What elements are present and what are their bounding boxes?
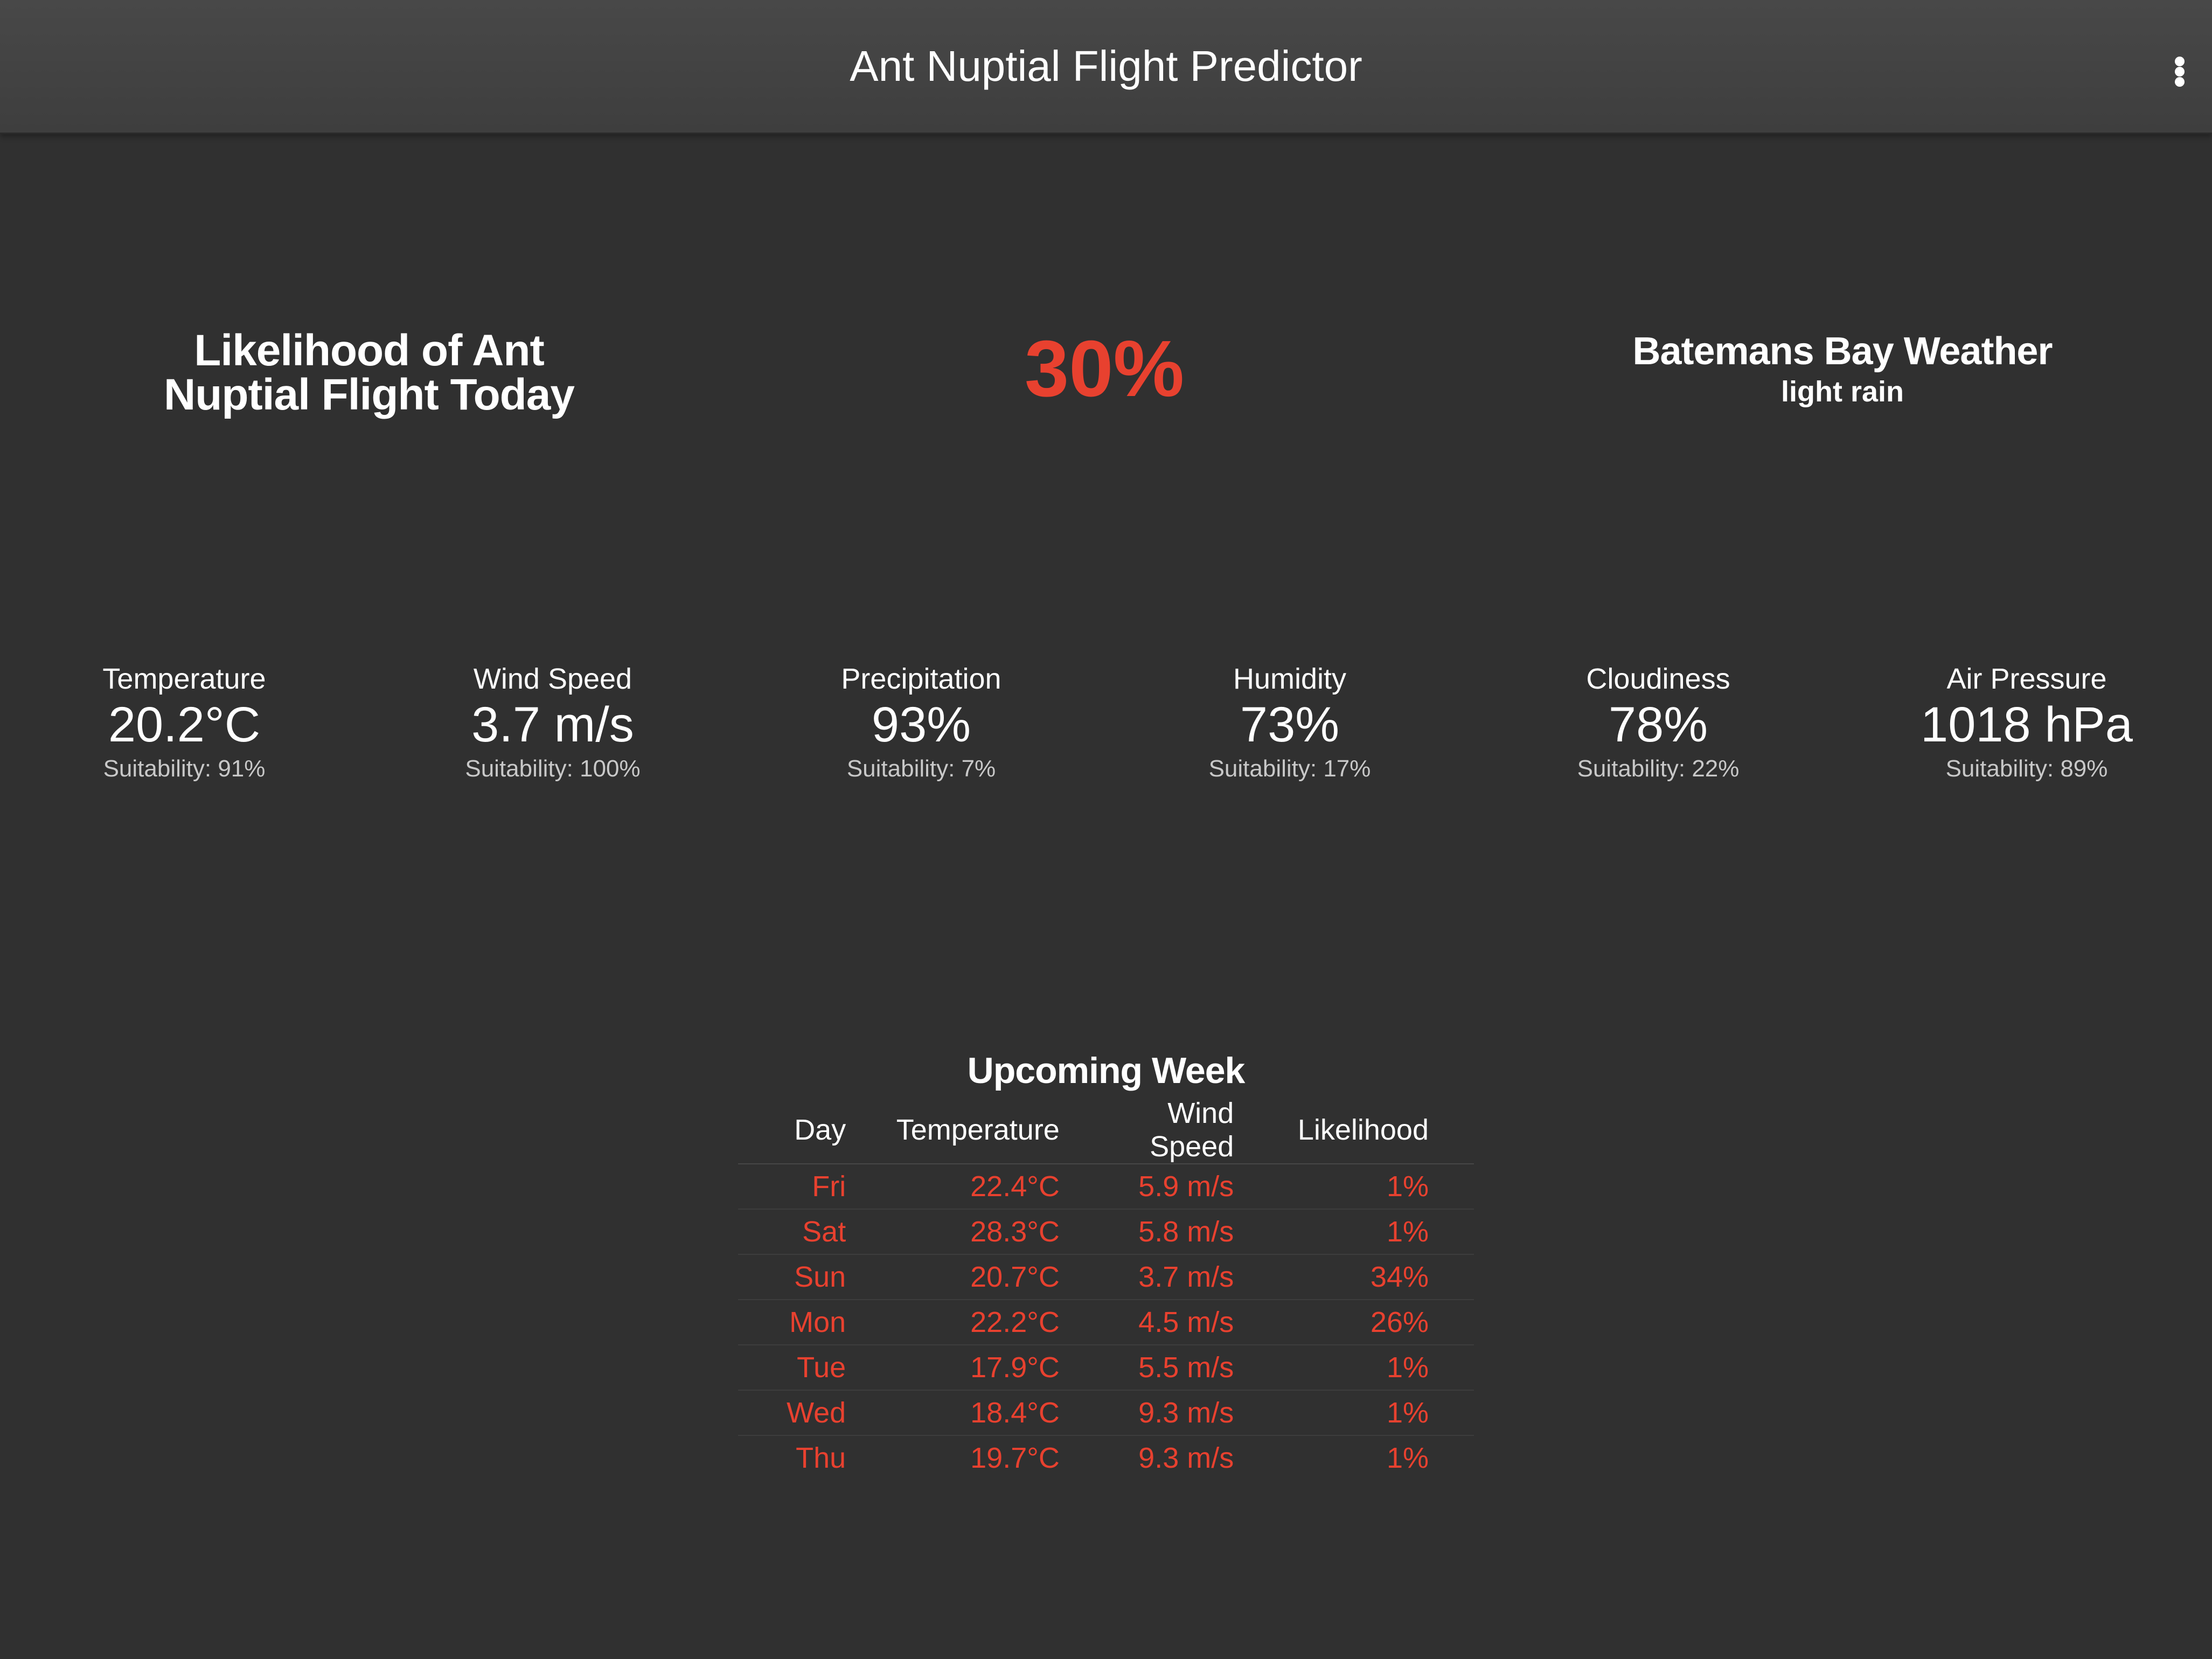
- column-header-wind-speed: Wind Speed: [1081, 1096, 1256, 1164]
- metric-suitability: Suitability: 22%: [1577, 755, 1740, 782]
- cell-day: Tue: [738, 1345, 868, 1391]
- likelihood-value: 30%: [1024, 324, 1185, 413]
- cell-day: Fri: [738, 1164, 868, 1210]
- cell-likelihood: 1%: [1255, 1164, 1474, 1210]
- metric-label: Air Pressure: [1946, 663, 2107, 695]
- cell-wind-speed: 4.5 m/s: [1081, 1300, 1256, 1345]
- cell-wind-speed: 5.9 m/s: [1081, 1164, 1256, 1210]
- cell-temperature: 28.3°C: [867, 1209, 1081, 1255]
- table-row: Mon 22.2°C 4.5 m/s 26%: [738, 1300, 1474, 1345]
- metric-value: 73%: [1240, 697, 1340, 752]
- table-row: Thu 19.7°C 9.3 m/s 1%: [738, 1435, 1474, 1480]
- metric-wind-speed: Wind Speed 3.7 m/s Suitability: 100%: [368, 660, 737, 786]
- table-header-row: Day Temperature Wind Speed Likelihood: [738, 1096, 1474, 1164]
- upcoming-week-title: Upcoming Week: [967, 1050, 1246, 1091]
- metrics-row: Temperature 20.2°C Suitability: 91% Wind…: [0, 660, 2212, 795]
- metric-temperature: Temperature 20.2°C Suitability: 91%: [0, 660, 368, 786]
- cell-day: Sat: [738, 1209, 868, 1255]
- metric-suitability: Suitability: 91%: [103, 755, 266, 782]
- metric-value: 93%: [871, 697, 971, 752]
- table-row: Sat 28.3°C 5.8 m/s 1%: [738, 1209, 1474, 1255]
- cell-likelihood: 26%: [1255, 1300, 1474, 1345]
- app-title: Ant Nuptial Flight Predictor: [850, 42, 1362, 90]
- cell-day: Mon: [738, 1300, 868, 1345]
- cell-temperature: 17.9°C: [867, 1345, 1081, 1391]
- weather-summary: Batemans Bay Weather light rain: [1562, 328, 2123, 408]
- weather-location-title: Batemans Bay Weather: [1632, 330, 2053, 373]
- cell-likelihood: 34%: [1255, 1254, 1474, 1300]
- cell-temperature: 19.7°C: [970, 1442, 1060, 1474]
- metric-label: Wind Speed: [473, 663, 632, 695]
- column-header-likelihood: Likelihood: [1255, 1096, 1474, 1164]
- metric-cloudiness: Cloudiness 78% Suitability: 22%: [1474, 660, 1842, 786]
- metric-label: Precipitation: [841, 663, 1001, 695]
- table-row: Sun 20.7°C 3.7 m/s 34%: [738, 1254, 1474, 1300]
- cell-temperature: 22.2°C: [867, 1300, 1081, 1345]
- table-row: Tue 17.9°C 5.5 m/s 1%: [738, 1345, 1474, 1391]
- table-row: Wed 18.4°C 9.3 m/s 1%: [738, 1390, 1474, 1436]
- app-bar: Ant Nuptial Flight Predictor: [0, 0, 2212, 134]
- upcoming-week-table: Day Temperature Wind Speed Likelihood Fr…: [738, 1096, 1474, 1480]
- metric-value: 1018 hPa: [1921, 697, 2133, 752]
- column-header-day: Day: [738, 1096, 868, 1164]
- metric-value: 78%: [1608, 697, 1708, 752]
- metric-suitability: Suitability: 100%: [465, 755, 641, 782]
- metric-value: 20.2°C: [108, 697, 261, 752]
- cell-likelihood: 1%: [1255, 1209, 1474, 1255]
- cell-wind-speed: 9.3 m/s: [1081, 1390, 1256, 1436]
- metric-label: Cloudiness: [1586, 663, 1730, 695]
- cell-day: Sun: [738, 1254, 868, 1300]
- cell-day: Wed: [738, 1390, 868, 1436]
- metric-value: 3.7 m/s: [471, 697, 634, 752]
- cell-temperature: 18.4°C: [867, 1390, 1081, 1436]
- metric-suitability: Suitability: 17%: [1208, 755, 1371, 782]
- metric-suitability: Suitability: 7%: [846, 755, 996, 782]
- weather-description: light rain: [1781, 376, 1904, 408]
- cell-wind-speed: 3.7 m/s: [1081, 1254, 1256, 1300]
- cell-likelihood: 1%: [1255, 1345, 1474, 1391]
- metric-humidity: Humidity 73% Suitability: 17%: [1105, 660, 1474, 786]
- cell-wind-speed: 9.3 m/s: [1138, 1442, 1234, 1474]
- cell-likelihood: 1%: [1255, 1390, 1474, 1436]
- cell-wind-speed: 5.5 m/s: [1081, 1345, 1256, 1391]
- metric-label: Temperature: [102, 663, 266, 695]
- cell-wind-speed: 5.8 m/s: [1081, 1209, 1256, 1255]
- metric-air-pressure: Air Pressure 1018 hPa Suitability: 89%: [1842, 660, 2211, 786]
- upcoming-week-section: Upcoming Week Day Temperature Wind Speed…: [738, 1045, 1474, 1480]
- cell-day: Thu: [796, 1442, 846, 1474]
- metric-precipitation: Precipitation 93% Suitability: 7%: [737, 660, 1105, 786]
- cell-temperature: 22.4°C: [867, 1164, 1081, 1210]
- overflow-menu-button[interactable]: [2158, 50, 2201, 93]
- table-row: Fri 22.4°C 5.9 m/s 1%: [738, 1164, 1474, 1210]
- metric-label: Humidity: [1233, 663, 1347, 695]
- cell-temperature: 20.7°C: [867, 1254, 1081, 1300]
- cell-likelihood: 1%: [1386, 1442, 1429, 1474]
- metric-suitability: Suitability: 89%: [1945, 755, 2108, 782]
- column-header-temperature: Temperature: [867, 1096, 1081, 1164]
- likelihood-heading: Likelihood of Ant Nuptial Flight Today: [164, 326, 575, 419]
